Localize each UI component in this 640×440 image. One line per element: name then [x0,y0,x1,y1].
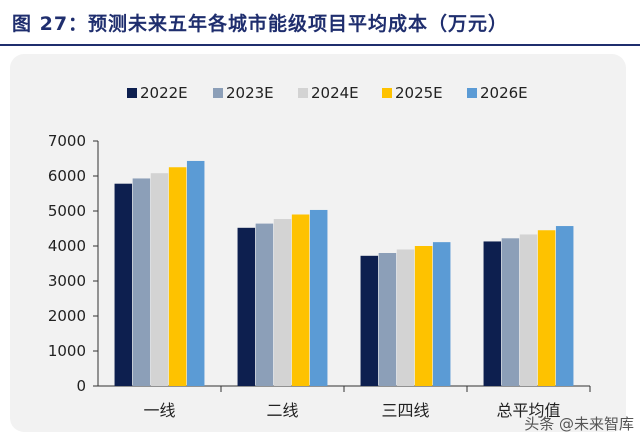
legend-label: 2024E [311,84,359,102]
y-tick-label: 0 [76,377,86,395]
bar [537,230,556,386]
legend-label: 2023E [226,84,274,102]
bar [414,246,433,386]
bar [132,178,151,386]
title-rule [0,44,640,46]
bar [255,223,274,386]
bar [483,241,502,386]
bar [186,160,205,386]
legend-swatch [127,88,137,98]
y-tick-label: 2000 [48,307,86,325]
y-tick-label: 7000 [48,132,86,150]
bar [360,255,379,386]
y-tick-label: 3000 [48,272,86,290]
figure-title: 图 27：预测未来五年各城市能级项目平均成本（万元） [12,13,509,35]
bar [378,253,397,386]
bar [273,219,292,386]
legend-label: 2026E [480,84,528,102]
bar [150,173,169,386]
bar [396,249,415,386]
bar [237,227,256,386]
bar [309,209,328,386]
legend-swatch [467,88,477,98]
bar [519,234,538,386]
bar [168,167,187,386]
legend-label: 2022E [140,84,188,102]
watermark: 头条 @未来智库 [524,415,634,433]
legend-label: 2025E [395,84,443,102]
x-tick-label: 三四线 [381,401,429,420]
bar [291,214,310,386]
bar [501,238,520,386]
x-tick-label: 总平均值 [496,401,560,420]
legend-swatch [213,88,223,98]
y-tick-label: 4000 [48,237,86,255]
bar [432,242,451,386]
x-tick-label: 二线 [266,401,298,420]
legend-swatch [382,88,392,98]
x-tick-label: 一线 [143,401,175,420]
bar [555,226,574,386]
y-tick-label: 5000 [48,202,86,220]
bar [114,183,133,386]
y-tick-label: 6000 [48,167,86,185]
legend-swatch [298,88,308,98]
y-tick-label: 1000 [48,342,86,360]
